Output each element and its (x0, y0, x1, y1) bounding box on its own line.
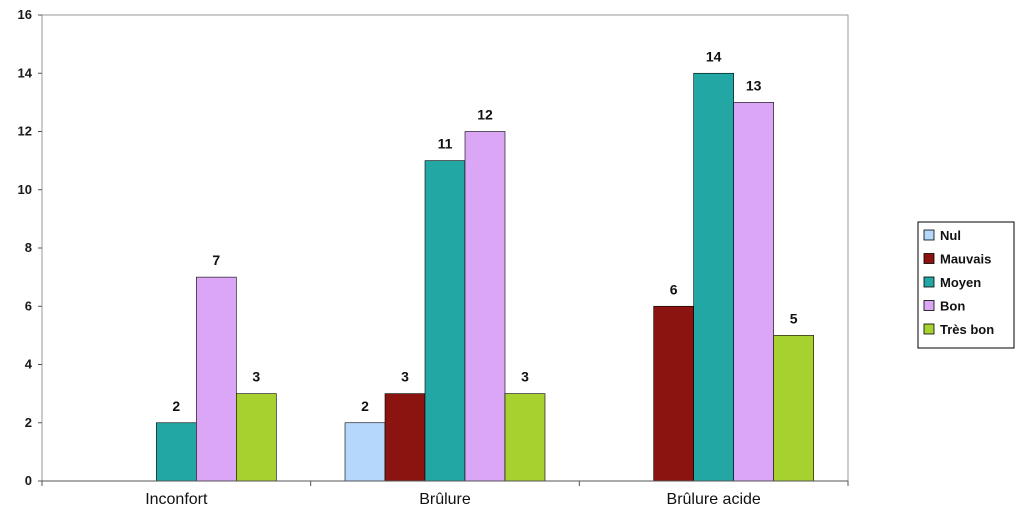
legend-swatch (923, 323, 935, 335)
y-tick-label: 16 (18, 7, 32, 22)
data-label: 2 (172, 398, 180, 414)
bar-bon (733, 102, 774, 482)
x-tick-label: Brûlure (419, 491, 471, 508)
bar-bon (464, 131, 506, 482)
legend-label: Moyen (940, 275, 981, 290)
bars: 2 7 3 2 3 11 12 3 6 14 13 5 (156, 48, 814, 482)
y-tick-label: 4 (25, 357, 33, 372)
bar-très-bon (773, 335, 814, 482)
legend-label: Mauvais (940, 252, 991, 267)
data-label: 6 (670, 281, 678, 297)
legend-label: Bon (940, 299, 965, 314)
data-label: 11 (438, 136, 453, 152)
bar-mauvais (653, 305, 694, 482)
y-tick-label: 8 (25, 240, 32, 255)
y-tick-label: 6 (25, 298, 32, 313)
y-tick-label: 14 (18, 65, 33, 80)
x-axis: Inconfort Brûlure Brûlure acide (41, 480, 849, 508)
legend: Nul Mauvais Moyen Bon Très bon (917, 221, 1015, 349)
bar-moyen (424, 160, 466, 482)
bar-mauvais (384, 393, 426, 482)
legend-swatch (923, 253, 935, 264)
data-label: 3 (521, 369, 529, 385)
y-tick-label: 2 (25, 415, 32, 430)
legend-label: Très bon (940, 322, 994, 337)
data-label: 14 (706, 48, 722, 64)
y-tick-label: 0 (25, 473, 32, 488)
data-label: 3 (401, 369, 409, 385)
y-tick-label: 12 (18, 124, 32, 139)
bar-nul (344, 422, 386, 482)
legend-swatch (923, 300, 935, 311)
data-label: 3 (252, 369, 260, 385)
data-label: 2 (361, 398, 369, 414)
legend-swatch (923, 276, 935, 288)
data-label: 12 (477, 107, 493, 123)
bar-moyen (156, 422, 197, 482)
x-tick-label: Brûlure acide (667, 491, 761, 508)
bar-bon (196, 276, 237, 482)
data-label: 5 (790, 310, 798, 326)
bar-très-bon (504, 393, 546, 482)
bar-très-bon (236, 393, 277, 482)
data-label: 7 (212, 252, 220, 268)
data-label: 13 (746, 77, 762, 93)
y-tick-label: 10 (18, 182, 32, 197)
x-tick-label: Inconfort (145, 491, 208, 508)
bar-moyen (693, 72, 734, 482)
legend-swatch (923, 229, 935, 241)
legend-label: Nul (940, 228, 961, 243)
